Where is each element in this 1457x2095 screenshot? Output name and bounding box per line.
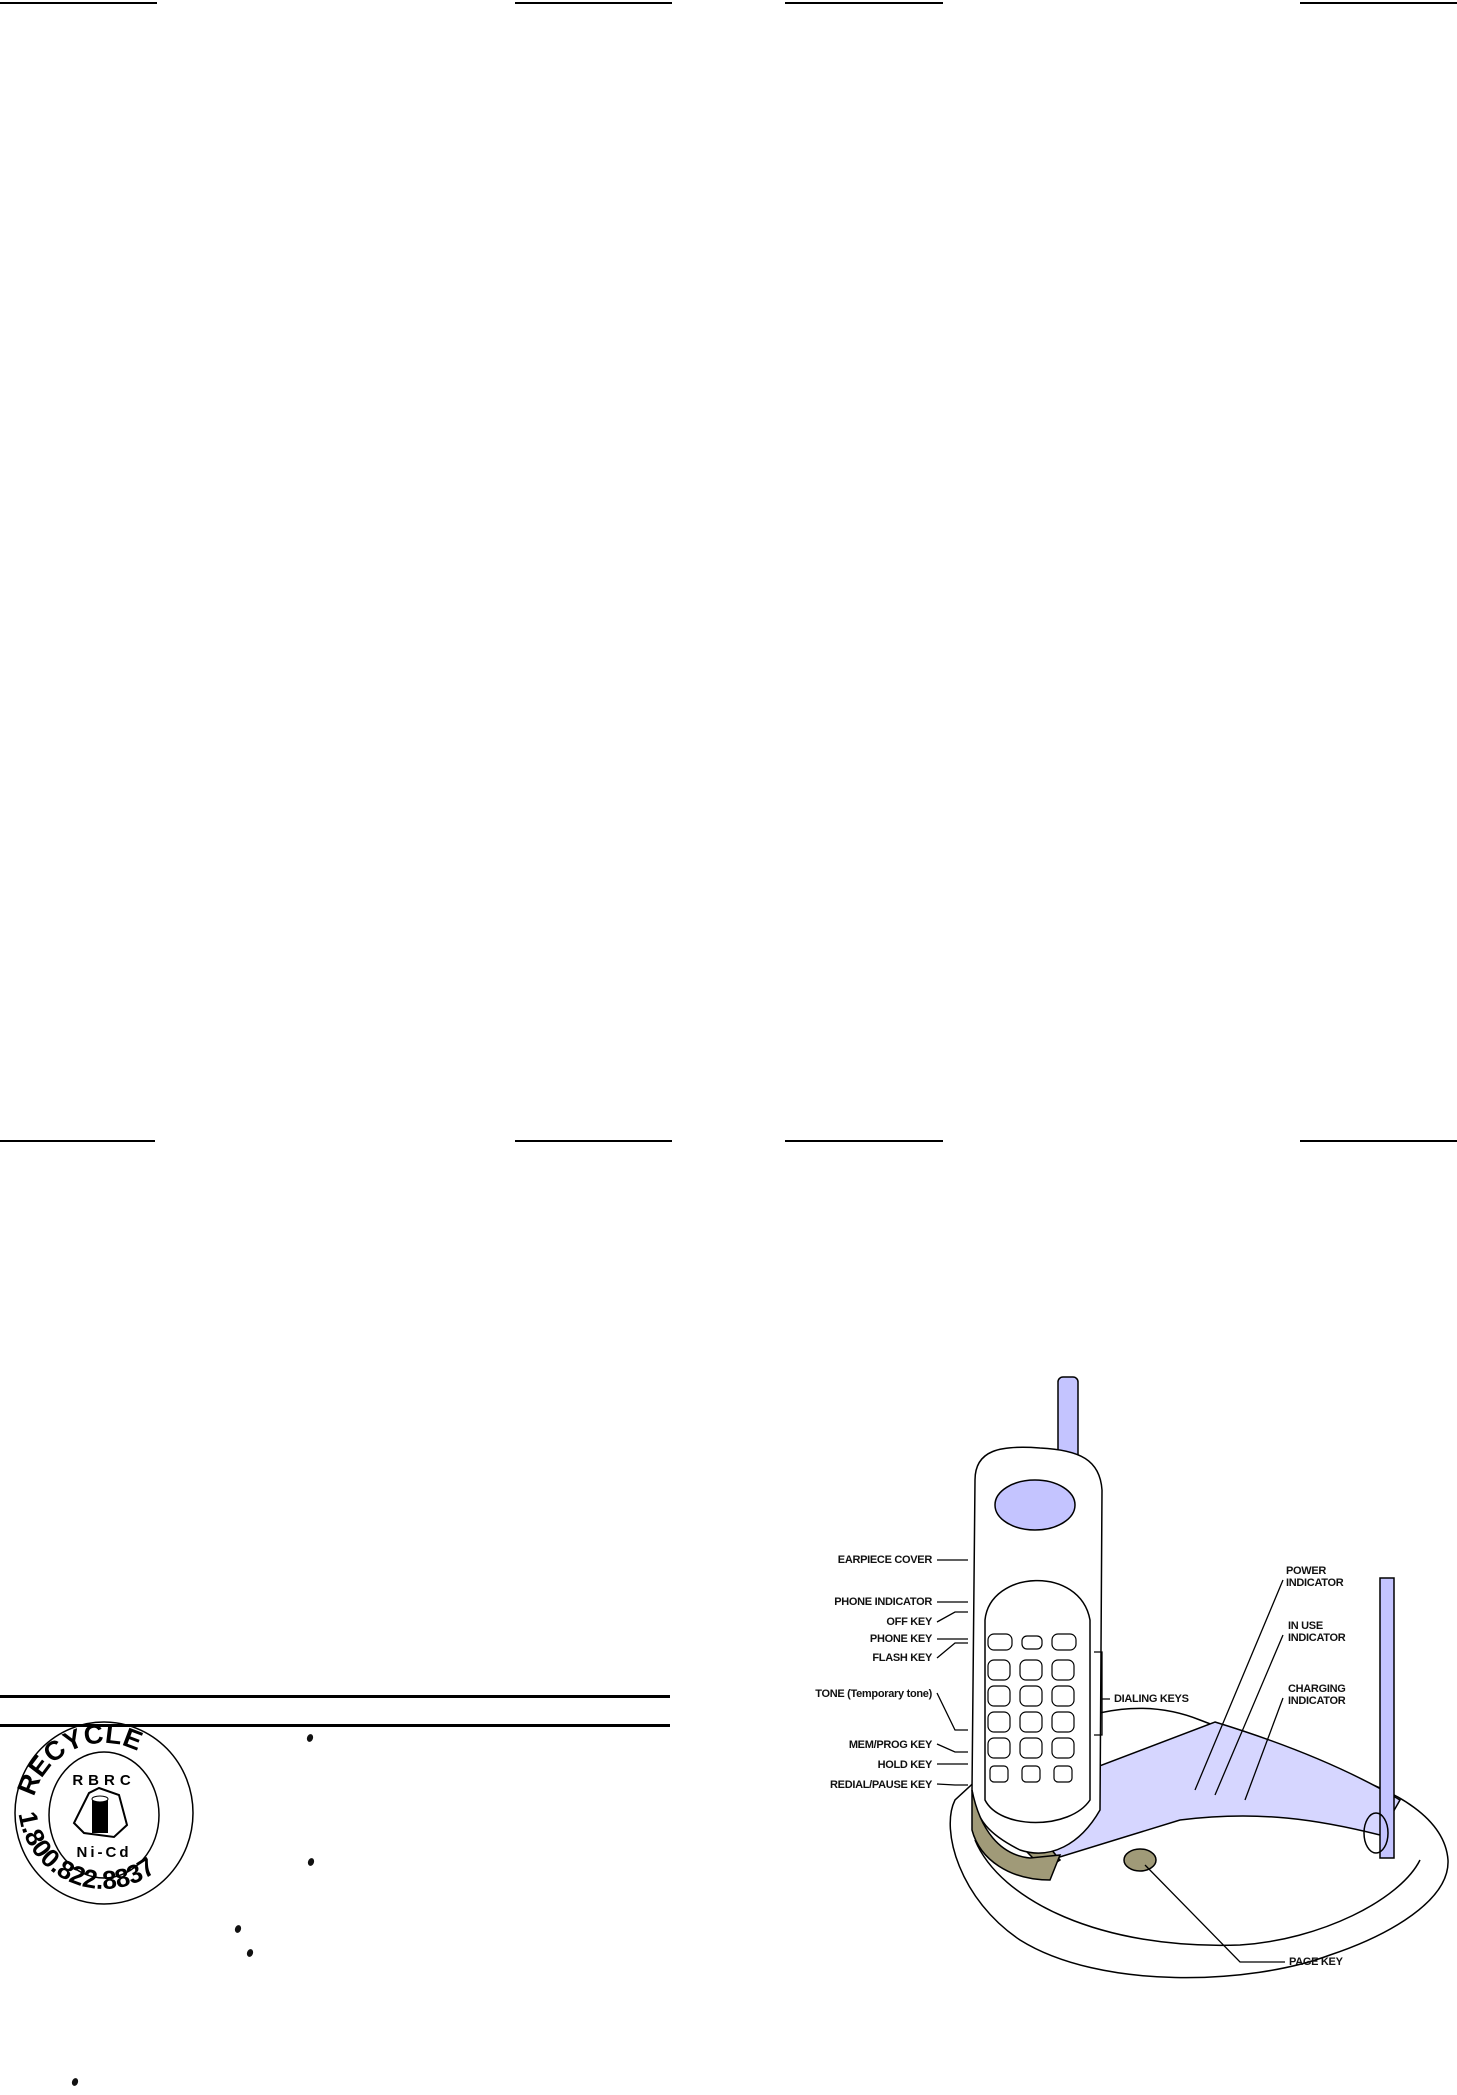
label-charging-indicator: CHARGING INDICATOR	[1288, 1683, 1346, 1707]
page-key-button	[1123, 1848, 1157, 1872]
label-tone: TONE (Temporary tone)	[815, 1688, 932, 1700]
header-rule-left	[785, 2, 943, 4]
label-mem-prog-key: MEM/PROG KEY	[848, 1739, 932, 1751]
section-rule-bottom	[0, 1724, 670, 1727]
label-power-indicator: POWER INDICATOR	[1286, 1565, 1344, 1589]
label-line: INDICATOR	[1288, 1632, 1346, 1644]
label-line: INDICATOR	[1286, 1577, 1344, 1589]
header-rule-left	[0, 1140, 155, 1142]
keypad	[987, 1633, 1077, 1783]
label-line: CHARGING	[1288, 1683, 1346, 1695]
earpiece	[994, 1479, 1076, 1531]
header-rule-right	[515, 1140, 672, 1142]
label-hold-key: HOLD KEY	[877, 1759, 933, 1771]
label-dialing-keys: DIALING KEYS	[1114, 1693, 1189, 1705]
nicd-text: Ni-Cd	[77, 1844, 132, 1861]
label-line: POWER	[1286, 1565, 1327, 1577]
handset-antenna	[1057, 1376, 1079, 1463]
label-line: IN USE	[1288, 1620, 1323, 1632]
section-rule-top	[0, 1695, 670, 1698]
header-rule-right	[1300, 2, 1457, 4]
label-earpiece-cover: EARPIECE COVER	[837, 1554, 933, 1566]
base-antenna	[1379, 1577, 1395, 1859]
label-in-use-indicator: IN USE INDICATOR	[1288, 1620, 1346, 1644]
header-rule-left	[785, 1140, 943, 1142]
label-line: INDICATOR	[1288, 1695, 1346, 1707]
label-phone-indicator: PHONE INDICATOR	[834, 1596, 932, 1608]
header-rule-right	[515, 2, 672, 4]
label-redial-pause-key: REDIAL/PAUSE KEY	[830, 1779, 932, 1791]
battery-recycle-icon	[72, 1786, 129, 1839]
label-off-key: OFF KEY	[886, 1616, 932, 1628]
recycle-logo: RECYCLE 1.800.822.8837 RBRC Ni-Cd	[11, 1719, 194, 1905]
label-page-key: PAGE KEY	[1289, 1956, 1343, 1968]
rbrc-text: RBRC	[72, 1772, 135, 1789]
header-rule-left	[0, 2, 157, 4]
label-phone-key: PHONE KEY	[869, 1633, 932, 1645]
label-flash-key: FLASH KEY	[872, 1652, 932, 1664]
leader-lines	[936, 1559, 1285, 1963]
header-rule-right	[1300, 1140, 1457, 1142]
